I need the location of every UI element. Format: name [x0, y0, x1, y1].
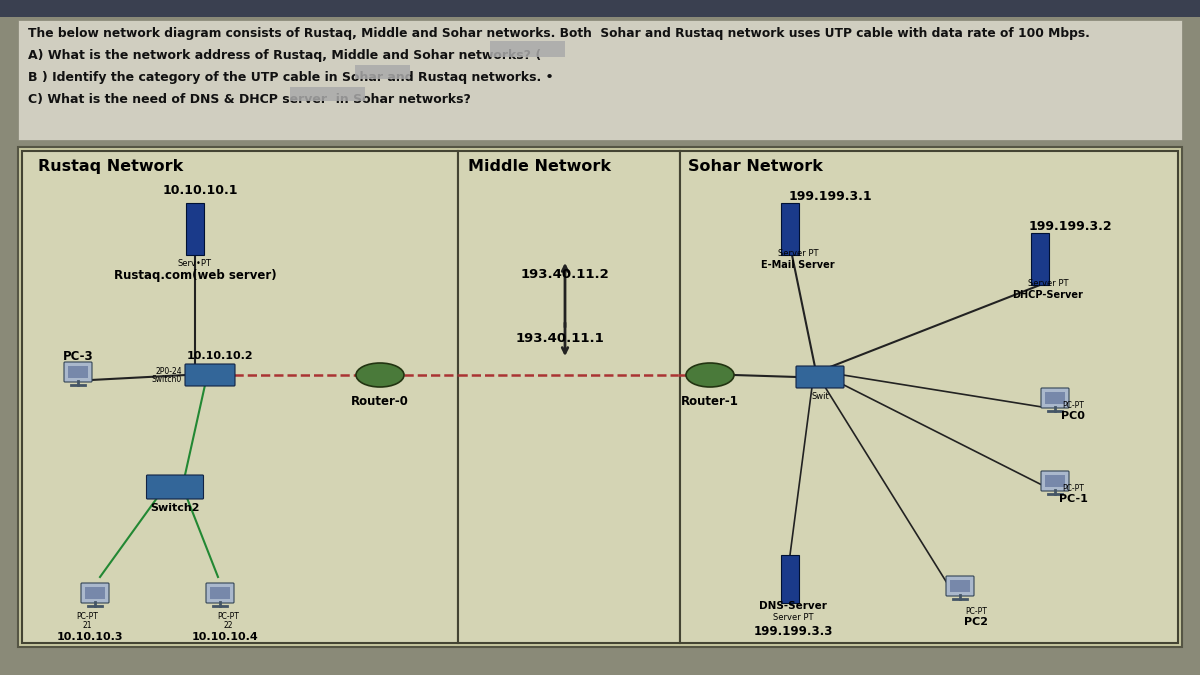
Bar	[0, 0, 1200, 17]
Bar	[781, 555, 799, 603]
FancyBboxPatch shape	[1042, 388, 1069, 408]
Bar	[1045, 475, 1066, 487]
Text: PC-3: PC-3	[62, 350, 94, 363]
Text: A) What is the network address of Rustaq, Middle and Sohar networks? (: A) What is the network address of Rustaq…	[28, 49, 541, 62]
Text: Router-0: Router-0	[352, 395, 409, 408]
Text: Router-1: Router-1	[682, 395, 739, 408]
FancyBboxPatch shape	[82, 583, 109, 603]
Bar	[18, 20, 1182, 140]
Text: Swit: Swit	[811, 392, 829, 401]
Text: B ) Identify the category of the UTP cable in Sohar and Rustaq networks. •: B ) Identify the category of the UTP cab…	[28, 71, 553, 84]
Bar	[781, 203, 799, 255]
Bar	[22, 151, 458, 643]
FancyBboxPatch shape	[146, 475, 204, 499]
FancyBboxPatch shape	[64, 362, 92, 382]
FancyBboxPatch shape	[206, 583, 234, 603]
FancyBboxPatch shape	[490, 41, 565, 57]
Text: PC-PT: PC-PT	[1062, 484, 1084, 493]
Text: PC-1: PC-1	[1058, 494, 1087, 504]
Text: DNS-Server: DNS-Server	[760, 601, 827, 611]
Text: Rustaq.com(web server): Rustaq.com(web server)	[114, 269, 276, 282]
Text: 193.40.11.2: 193.40.11.2	[521, 269, 610, 281]
Ellipse shape	[686, 363, 734, 387]
Text: 10.10.10.1: 10.10.10.1	[163, 184, 239, 197]
Text: Server PT: Server PT	[1027, 279, 1068, 288]
Bar	[18, 147, 1182, 647]
Ellipse shape	[356, 363, 404, 387]
FancyBboxPatch shape	[355, 65, 410, 79]
Text: 10.10.10.2: 10.10.10.2	[187, 351, 253, 361]
Bar	[85, 587, 106, 599]
Text: PC0: PC0	[1061, 411, 1085, 421]
Text: PC-PT: PC-PT	[965, 607, 986, 616]
Text: Switch2: Switch2	[150, 503, 199, 513]
FancyBboxPatch shape	[1042, 471, 1069, 491]
Text: PC-PT: PC-PT	[1062, 401, 1084, 410]
Text: Sohar Network: Sohar Network	[688, 159, 823, 174]
Text: 10.10.10.4: 10.10.10.4	[192, 632, 258, 642]
Text: 193.40.11.1: 193.40.11.1	[516, 333, 605, 346]
Text: DHCP-Server: DHCP-Server	[1013, 290, 1084, 300]
Bar	[950, 580, 970, 592]
Text: Server PT: Server PT	[773, 613, 814, 622]
Text: 199.199.3.1: 199.199.3.1	[788, 190, 872, 203]
Text: Server PT: Server PT	[778, 249, 818, 258]
Text: PC-PT: PC-PT	[76, 612, 98, 621]
Text: PC-PT: PC-PT	[217, 612, 239, 621]
Bar	[680, 151, 1178, 643]
FancyBboxPatch shape	[290, 87, 365, 101]
Text: Switch0: Switch0	[151, 375, 182, 385]
Text: Middle Network: Middle Network	[468, 159, 611, 174]
Bar	[210, 587, 230, 599]
Text: C) What is the need of DNS & DHCP server  in Sohar networks?: C) What is the need of DNS & DHCP server…	[28, 93, 470, 106]
Text: 22: 22	[223, 621, 233, 630]
Bar	[458, 151, 680, 643]
Text: The below network diagram consists of Rustaq, Middle and Sohar networks. Both  S: The below network diagram consists of Ru…	[28, 27, 1090, 40]
Bar	[68, 366, 88, 378]
FancyBboxPatch shape	[946, 576, 974, 596]
Text: 199.199.3.3: 199.199.3.3	[754, 625, 833, 638]
Text: E-Mail Server: E-Mail Server	[761, 260, 835, 270]
Text: 199.199.3.2: 199.199.3.2	[1028, 220, 1112, 233]
Text: Rustaq Network: Rustaq Network	[38, 159, 184, 174]
Text: 10.10.10.3: 10.10.10.3	[56, 632, 124, 642]
Bar	[186, 203, 204, 255]
Text: 2P0-24: 2P0-24	[155, 367, 182, 377]
Bar	[1031, 233, 1049, 285]
FancyBboxPatch shape	[185, 364, 235, 386]
Text: 21: 21	[83, 621, 91, 630]
Bar	[1045, 392, 1066, 404]
Text: PC2: PC2	[964, 617, 988, 627]
FancyBboxPatch shape	[796, 366, 844, 388]
Text: Serv•PT: Serv•PT	[178, 259, 212, 268]
